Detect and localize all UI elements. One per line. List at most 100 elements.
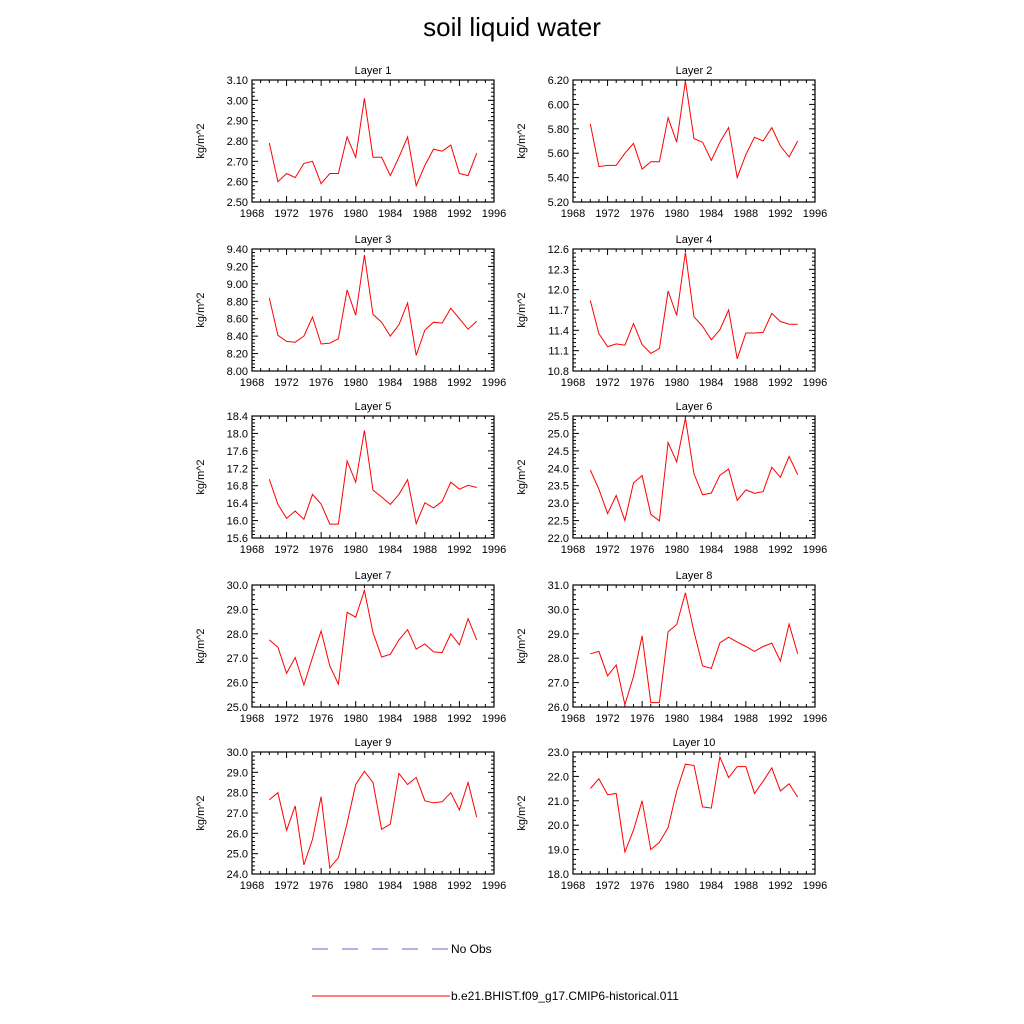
y-axis-label: kg/m^2 xyxy=(516,459,528,494)
plot-frame xyxy=(251,584,495,708)
x-tick-label: 1972 xyxy=(274,713,298,725)
y-axis-label: kg/m^2 xyxy=(195,459,207,494)
y-tick-label: 26.0 xyxy=(227,678,248,690)
x-tick-label: 1976 xyxy=(630,208,654,220)
y-tick-label: 8.00 xyxy=(227,366,248,378)
panel-layer-2: Layer 2 kg/m^2 1968 1972 1976 1980 1984 1988 199… xyxy=(516,65,827,220)
x-tick-label: 1976 xyxy=(630,377,654,389)
y-tick-label: 30.0 xyxy=(548,604,569,616)
x-tick-label: 1984 xyxy=(378,208,402,220)
x-tick-label: 1972 xyxy=(274,544,298,556)
panel-layer-6: Layer 6 kg/m^2 1968 1972 1976 1980 1984 1988 199… xyxy=(516,401,827,556)
y-tick-label: 12.3 xyxy=(548,264,569,276)
x-tick-label: 1988 xyxy=(734,208,758,220)
x-tick-label: 1996 xyxy=(482,713,506,725)
y-axis-label: kg/m^2 xyxy=(195,795,207,830)
x-tick-label: 1996 xyxy=(803,544,827,556)
y-tick-label: 5.60 xyxy=(548,148,569,160)
y-tick-label: 18.4 xyxy=(227,411,248,423)
x-tick-label: 1968 xyxy=(561,713,585,725)
y-tick-label: 25.5 xyxy=(548,411,569,423)
x-tick-label: 1992 xyxy=(447,208,471,220)
y-tick-label: 29.0 xyxy=(227,604,248,616)
x-tick-label: 1976 xyxy=(309,713,333,725)
series-line xyxy=(590,592,799,707)
x-tick-label: 1972 xyxy=(595,208,619,220)
x-tick-label: 1972 xyxy=(274,880,298,892)
series-line xyxy=(268,770,478,870)
y-tick-label: 3.00 xyxy=(227,95,248,107)
x-tick-label: 1988 xyxy=(413,377,437,389)
x-tick-label: 1976 xyxy=(630,880,654,892)
x-tick-label: 1976 xyxy=(630,544,654,556)
y-tick-label: 22.0 xyxy=(548,771,569,783)
x-tick-label: 1984 xyxy=(378,880,402,892)
x-tick-label: 1996 xyxy=(803,880,827,892)
x-tick-label: 1972 xyxy=(595,713,619,725)
panel-title: Layer 6 xyxy=(676,401,713,413)
x-tick-label: 1968 xyxy=(240,544,264,556)
panel-title: Layer 4 xyxy=(676,234,713,246)
x-tick-label: 1988 xyxy=(413,208,437,220)
x-tick-label: 1988 xyxy=(413,713,437,725)
panel-title: Layer 10 xyxy=(673,737,716,749)
x-tick-label: 1968 xyxy=(240,880,264,892)
y-tick-label: 8.20 xyxy=(227,349,248,361)
x-tick-label: 1996 xyxy=(803,208,827,220)
y-tick-label: 28.0 xyxy=(548,653,569,665)
y-tick-label: 20.0 xyxy=(548,820,569,832)
panel-title: Layer 2 xyxy=(676,65,713,77)
plot-frame xyxy=(572,248,816,372)
y-tick-label: 29.0 xyxy=(227,767,248,779)
panel-layer-1: Layer 1 kg/m^2 1968 1972 1976 1980 1984 1988 199… xyxy=(195,65,506,220)
y-tick-label: 23.0 xyxy=(548,747,569,759)
plot-frame xyxy=(251,248,495,372)
y-tick-label: 2.60 xyxy=(227,177,248,189)
x-tick-label: 1996 xyxy=(482,544,506,556)
y-tick-label: 3.10 xyxy=(227,75,248,87)
x-tick-label: 1996 xyxy=(482,880,506,892)
x-tick-label: 1992 xyxy=(447,713,471,725)
series-line xyxy=(589,755,799,854)
y-tick-label: 9.40 xyxy=(227,244,248,256)
x-tick-label: 1980 xyxy=(664,544,688,556)
x-tick-label: 1984 xyxy=(378,713,402,725)
y-axis-label: kg/m^2 xyxy=(195,292,207,327)
x-tick-label: 1992 xyxy=(768,208,792,220)
y-tick-label: 23.0 xyxy=(548,498,569,510)
plot-frame xyxy=(572,79,816,203)
x-tick-label: 1992 xyxy=(768,880,792,892)
panel-layer-4: Layer 4 kg/m^2 1968 1972 1976 1980 1984 1988 199… xyxy=(516,234,827,389)
y-tick-label: 17.2 xyxy=(227,463,248,475)
legend-obs-label: No Obs xyxy=(451,942,492,956)
x-tick-label: 1972 xyxy=(595,880,619,892)
y-tick-label: 10.8 xyxy=(548,366,569,378)
y-tick-label: 21.0 xyxy=(548,796,569,808)
y-tick-label: 15.6 xyxy=(227,533,248,545)
y-axis-label: kg/m^2 xyxy=(516,628,528,663)
y-tick-label: 8.60 xyxy=(227,314,248,326)
x-tick-label: 1968 xyxy=(561,880,585,892)
y-tick-label: 11.4 xyxy=(548,325,569,337)
panel-title: Layer 9 xyxy=(355,737,392,749)
y-tick-label: 16.4 xyxy=(227,498,248,510)
y-tick-label: 19.0 xyxy=(548,845,569,857)
y-tick-label: 5.40 xyxy=(548,173,569,185)
panel-title: Layer 7 xyxy=(355,570,392,582)
panel-title: Layer 1 xyxy=(355,65,392,77)
x-tick-label: 1980 xyxy=(343,208,367,220)
x-tick-label: 1968 xyxy=(240,377,264,389)
x-tick-label: 1984 xyxy=(378,544,402,556)
y-tick-label: 16.0 xyxy=(227,516,248,528)
x-tick-label: 1996 xyxy=(803,377,827,389)
y-tick-label: 2.80 xyxy=(227,136,248,148)
x-tick-label: 1988 xyxy=(734,713,758,725)
panel-layer-7: Layer 7 kg/m^2 1968 1972 1976 1980 1984 1988 199… xyxy=(195,570,506,725)
x-tick-label: 1984 xyxy=(378,377,402,389)
plot-frame xyxy=(251,415,495,539)
y-tick-label: 11.7 xyxy=(548,305,569,317)
y-tick-label: 28.0 xyxy=(227,629,248,641)
y-tick-label: 17.6 xyxy=(227,446,248,458)
x-tick-label: 1972 xyxy=(595,544,619,556)
